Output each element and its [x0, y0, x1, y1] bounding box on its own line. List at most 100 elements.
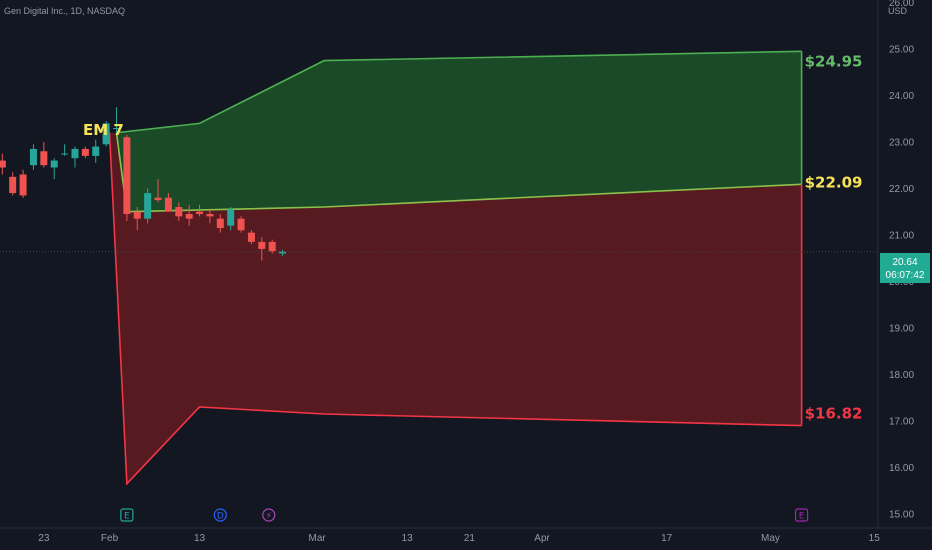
candle[interactable] — [0, 153, 6, 175]
candle-body — [29, 148, 37, 166]
event-marker[interactable]: ⚡ — [262, 508, 276, 522]
x-tick-label: 21 — [464, 533, 476, 544]
x-tick-label: Apr — [534, 533, 550, 544]
candle-body — [154, 197, 162, 201]
upper-level-label: $24.95 — [805, 52, 863, 70]
currency-label: USD — [888, 6, 908, 16]
y-tick-label: 21.00 — [889, 230, 914, 241]
candle-body — [175, 207, 183, 217]
expected-move-lines — [108, 50, 803, 486]
expected-move-zones — [109, 51, 802, 484]
candle[interactable] — [216, 214, 224, 233]
candle[interactable] — [92, 139, 100, 163]
event-marker-label: ⚡ — [266, 512, 272, 522]
y-tick-label: 25.00 — [889, 44, 914, 55]
candle[interactable] — [279, 249, 287, 256]
x-tick-label: 13 — [194, 533, 206, 544]
last-price-badge: 20.64 06:07:42 — [880, 253, 930, 283]
candle[interactable] — [247, 230, 255, 245]
upper-band-line — [116, 50, 802, 134]
candle[interactable] — [9, 172, 17, 196]
candle-body — [113, 128, 120, 129]
candle-body — [279, 251, 287, 254]
candle[interactable] — [102, 121, 110, 147]
candle[interactable] — [61, 144, 69, 156]
x-tick-label: 17 — [661, 533, 673, 544]
last-price-value: 20.64 — [892, 257, 918, 268]
y-tick-label: 17.00 — [889, 416, 914, 427]
y-tick-label: 24.00 — [889, 91, 914, 102]
candle-body — [50, 160, 58, 168]
x-tick-label: 23 — [38, 533, 50, 544]
event-marker-label: E — [124, 512, 130, 522]
candle[interactable] — [123, 134, 131, 221]
candle-body — [164, 197, 172, 212]
candle[interactable] — [164, 193, 172, 212]
candle[interactable] — [227, 207, 235, 231]
candle-body — [40, 151, 48, 166]
lower-level-label: $16.82 — [805, 405, 863, 423]
bar-countdown: 06:07:42 — [885, 270, 925, 281]
y-tick-label: 22.00 — [889, 184, 914, 195]
x-tick-label: Mar — [309, 533, 327, 544]
mid-line — [115, 132, 802, 213]
candle[interactable] — [144, 188, 152, 224]
candle-body — [206, 214, 214, 217]
candle-body — [71, 148, 79, 159]
candle-body — [227, 209, 235, 226]
candle-body — [258, 241, 266, 249]
level-labels: EM 7 $24.95 $22.09 $16.82 — [83, 52, 862, 422]
candle[interactable] — [185, 204, 193, 226]
em-label: EM 7 — [83, 121, 124, 139]
candle-body — [133, 211, 141, 219]
y-tick-label: 15.00 — [889, 509, 914, 520]
candle-body — [9, 176, 17, 194]
y-tick-label: 26.00 — [889, 0, 914, 9]
lower-band-line — [108, 132, 802, 486]
lower-zone — [109, 132, 802, 484]
candle-body — [102, 123, 110, 145]
candle-body — [247, 232, 255, 242]
x-tick-label: Feb — [101, 533, 119, 544]
candle[interactable] — [268, 239, 276, 254]
candle[interactable] — [258, 237, 266, 261]
mid-level-label: $22.09 — [805, 173, 863, 191]
event-marker[interactable]: D — [213, 508, 227, 522]
candle-body — [144, 193, 152, 219]
event-marker-label: E — [799, 512, 805, 522]
candle-body — [0, 160, 6, 168]
x-axis[interactable]: 23 Feb 13 Mar 13 21 Apr 17 May 15 — [0, 527, 932, 544]
x-tick-label: 13 — [402, 533, 414, 544]
candle-body — [237, 218, 245, 231]
candle[interactable] — [81, 146, 89, 159]
candle-body — [268, 241, 276, 252]
candle-body — [185, 214, 193, 219]
event-marker[interactable]: E — [794, 508, 809, 522]
upper-zone — [116, 51, 802, 212]
candle[interactable] — [71, 146, 79, 168]
candle[interactable] — [154, 179, 162, 203]
x-tick-label: 15 — [869, 533, 881, 544]
y-tick-label: 18.00 — [889, 370, 914, 381]
candle[interactable] — [237, 216, 245, 233]
candle[interactable] — [29, 144, 37, 170]
chart-symbol-title: Gen Digital Inc., 1D, NASDAQ — [4, 6, 126, 16]
candle[interactable] — [50, 158, 58, 180]
candle[interactable] — [206, 209, 214, 224]
candle[interactable] — [175, 202, 183, 221]
candle[interactable] — [40, 141, 48, 168]
candle[interactable] — [19, 169, 27, 198]
candle-body — [92, 146, 100, 156]
y-tick-label: 23.00 — [889, 137, 914, 148]
event-marker-label: D — [217, 512, 224, 522]
event-markers: E D ⚡ E — [120, 508, 809, 522]
candle-body — [81, 148, 89, 156]
candlestick-series[interactable] — [0, 107, 287, 261]
candle[interactable] — [196, 204, 204, 217]
candle-body — [196, 211, 204, 215]
candle[interactable] — [113, 107, 120, 133]
y-tick-label: 19.00 — [889, 323, 914, 334]
candle[interactable] — [133, 207, 141, 231]
event-marker[interactable]: E — [120, 508, 134, 522]
